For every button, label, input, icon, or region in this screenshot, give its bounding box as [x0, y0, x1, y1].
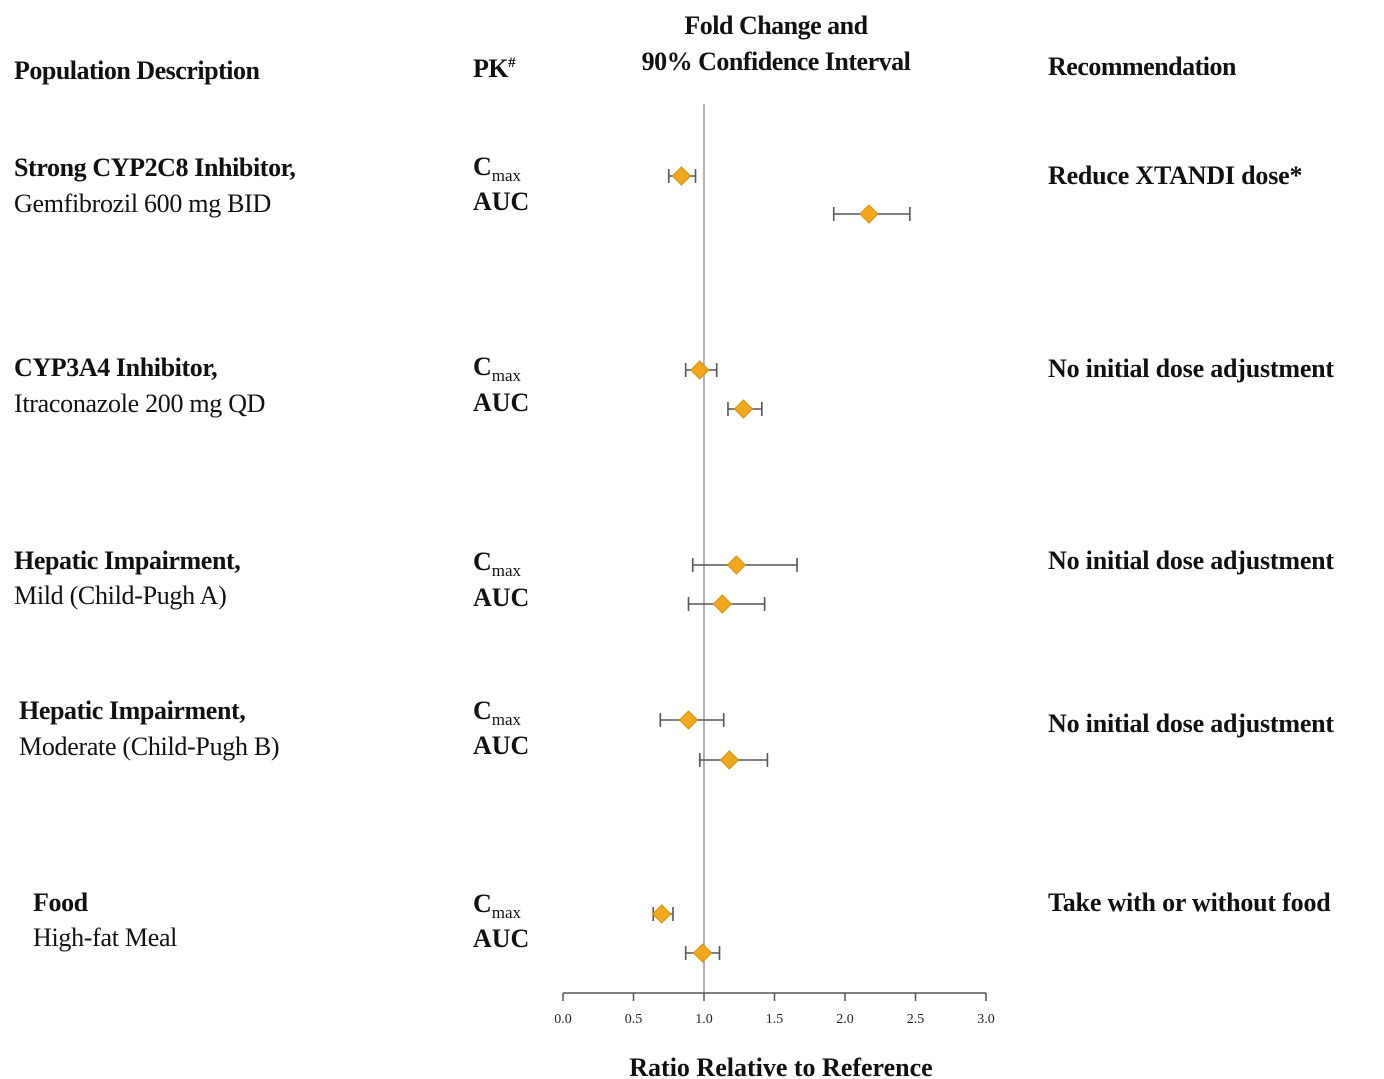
pk-cmax-label: Cmax [473, 547, 521, 581]
population-detail: Gemfibrozil 600 mg BID [14, 189, 271, 218]
x-tick-label: 2.0 [836, 1012, 854, 1027]
point-estimate-marker [719, 750, 740, 770]
population-name: CYP3A4 Inhibitor, [14, 353, 218, 382]
population-name: Hepatic Impairment, [19, 696, 246, 725]
recommendation-text: Reduce XTANDI dose* [1048, 161, 1303, 190]
data-point [659, 710, 725, 730]
point-estimate-marker [692, 943, 713, 963]
pk-cmax-c: C [473, 352, 492, 381]
pk-auc-label: AUC [473, 731, 530, 760]
population-detail: Moderate (Child-Pugh B) [19, 732, 280, 761]
x-tick-label: 3.0 [977, 1012, 995, 1027]
pk-cmax-label: Cmax [473, 889, 521, 923]
x-tick-label: 0.5 [625, 1012, 643, 1027]
point-estimate-marker [678, 710, 699, 730]
pk-cmax-sub: max [491, 366, 522, 385]
pk-header-text: PK [473, 54, 509, 83]
chart-title-line1: Fold Change and [684, 11, 868, 40]
pk-auc-label: AUC [473, 583, 530, 612]
pk-cmax-c: C [473, 152, 492, 181]
point-estimate-marker [712, 594, 733, 614]
point-estimate-marker [733, 399, 754, 419]
recommendation-text: No initial dose adjustment [1048, 546, 1334, 575]
pk-auc-label: AUC [473, 924, 530, 953]
data-point [651, 904, 674, 924]
pk-header-superscript: # [508, 55, 516, 71]
population-detail: High-fat Meal [33, 923, 178, 952]
data-point [691, 555, 798, 575]
population-detail: Mild (Child-Pugh A) [14, 581, 227, 610]
point-estimate-marker [690, 360, 710, 380]
x-tick-label: 1.0 [695, 1012, 713, 1027]
pk-cmax-sub: max [491, 903, 522, 922]
population-header: Population Description [14, 56, 260, 85]
x-axis-label: Ratio Relative to Reference [629, 1053, 932, 1079]
data-point [698, 750, 769, 770]
point-estimate-marker [726, 555, 747, 575]
population-name: Strong CYP2C8 Inhibitor, [14, 153, 296, 182]
plot-marks [651, 166, 911, 963]
pk-cmax-sub: max [491, 710, 522, 729]
point-estimate-marker [671, 166, 692, 186]
recommendation-header: Recommendation [1048, 52, 1236, 81]
point-estimate-marker [859, 204, 879, 224]
pk-cmax-label: Cmax [473, 352, 521, 386]
recommendation-text: No initial dose adjustment [1048, 354, 1334, 383]
point-estimate-marker [651, 904, 672, 924]
population-name: Hepatic Impairment, [14, 546, 241, 575]
chart-title-line2: 90% Confidence Interval [641, 47, 911, 76]
data-point [832, 204, 911, 224]
x-tick-label: 2.5 [907, 1012, 925, 1027]
x-axis: 0.0 0.5 1.0 1.5 2.0 2.5 3.0 [554, 992, 995, 1027]
pk-cmax-label: Cmax [473, 696, 521, 730]
x-tick-label: 1.5 [766, 1012, 784, 1027]
population-name: Food [33, 888, 88, 917]
population-detail: Itraconazole 200 mg QD [14, 389, 266, 418]
pk-auc-label: AUC [473, 388, 530, 417]
pk-cmax-c: C [473, 696, 492, 725]
x-tick-label: 0.0 [554, 1012, 572, 1027]
pk-cmax-sub: max [491, 166, 522, 185]
data-point [684, 943, 721, 963]
data-point [687, 594, 766, 614]
data-point [684, 360, 718, 380]
chart-title: Fold Change and 90% Confidence Interval [556, 8, 996, 80]
pk-cmax-c: C [473, 547, 492, 576]
pk-cmax-sub: max [491, 561, 522, 580]
data-point [727, 399, 763, 419]
pk-header: PK# [473, 54, 516, 84]
pk-auc-label: AUC [473, 187, 530, 216]
recommendation-text: No initial dose adjustment [1048, 709, 1334, 738]
recommendation-text: Take with or without food [1048, 888, 1331, 917]
pk-cmax-label: Cmax [473, 152, 521, 186]
pk-cmax-c: C [473, 889, 492, 918]
data-point [667, 166, 697, 186]
